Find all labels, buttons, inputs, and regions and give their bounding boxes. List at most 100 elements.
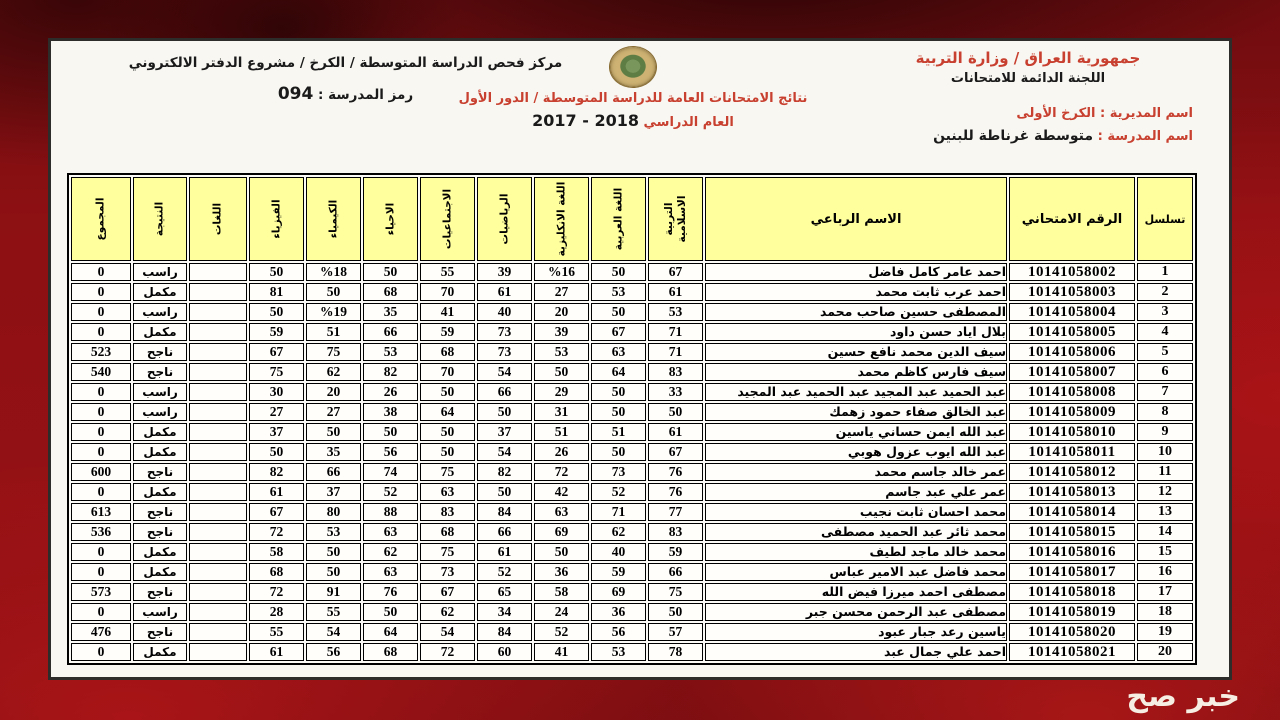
- cell-total: 0: [71, 563, 131, 581]
- cell-serial: 5: [1137, 343, 1193, 361]
- cell-serial: 8: [1137, 403, 1193, 421]
- cell-chemistry: 37: [306, 483, 361, 501]
- cell-result: مكمل: [133, 643, 187, 661]
- cell-social: 70: [420, 283, 475, 301]
- cell-exam_no: 10141058017: [1009, 563, 1135, 581]
- cell-arabic: 59: [591, 563, 646, 581]
- cell-exam_no: 10141058010: [1009, 423, 1135, 441]
- cell-math: 65: [477, 583, 532, 601]
- cell-biology: 50: [363, 423, 418, 441]
- cell-serial: 4: [1137, 323, 1193, 341]
- cell-result: مكمل: [133, 423, 187, 441]
- cell-name: عمر خالد جاسم محمد: [705, 463, 1007, 481]
- cell-math: 40: [477, 303, 532, 321]
- cell-serial: 13: [1137, 503, 1193, 521]
- cell-biology: 66: [363, 323, 418, 341]
- cell-islamic: 83: [648, 363, 703, 381]
- cell-arabic: 36: [591, 603, 646, 621]
- cell-chemistry: 50: [306, 283, 361, 301]
- cell-total: 476: [71, 623, 131, 641]
- col-header-languages: اللغات: [189, 177, 247, 261]
- cell-biology: 76: [363, 583, 418, 601]
- cell-math: 66: [477, 383, 532, 401]
- cell-result: مكمل: [133, 323, 187, 341]
- academic-year-line: العام الدراسي 2017 - 2018: [443, 111, 823, 130]
- cell-serial: 9: [1137, 423, 1193, 441]
- cell-english: 26: [534, 443, 589, 461]
- cell-biology: 53: [363, 343, 418, 361]
- cell-math: 54: [477, 363, 532, 381]
- cell-biology: 62: [363, 543, 418, 561]
- cell-english: 53: [534, 343, 589, 361]
- cell-exam_no: 10141058009: [1009, 403, 1135, 421]
- cell-physics: 81: [249, 283, 304, 301]
- cell-languages: [189, 343, 247, 361]
- table-row: 10 10141058011 عبد الله ايوب عزول هوبي 67 50…: [71, 443, 1193, 461]
- cell-english: 24: [534, 603, 589, 621]
- results-document: جمهورية العراق / وزارة التربية اللجنة ال…: [48, 38, 1232, 680]
- cell-physics: 37: [249, 423, 304, 441]
- col-header-serial: تسلسل: [1137, 177, 1193, 261]
- cell-english: 50: [534, 543, 589, 561]
- cell-exam_no: 10141058013: [1009, 483, 1135, 501]
- cell-english: 63: [534, 503, 589, 521]
- col-header-label: الكيمياء: [326, 199, 339, 239]
- cell-serial: 16: [1137, 563, 1193, 581]
- cell-english: 52: [534, 623, 589, 641]
- cell-languages: [189, 403, 247, 421]
- cell-arabic: 50: [591, 303, 646, 321]
- results-table: تسلسل الرقم الامتحاني الاسم الرباعي التربية…: [67, 173, 1197, 665]
- exam-center-line: مركز فحص الدراسة المتوسطة / الكرخ / مشرو…: [128, 55, 563, 71]
- table-row: 1 10141058002 احمد عامر كامل فاضل 67 50 %16 39…: [71, 263, 1193, 281]
- school-line: اسم المدرسة : متوسطة غرناطة للبنين: [863, 128, 1193, 144]
- cell-social: 55: [420, 263, 475, 281]
- cell-serial: 12: [1137, 483, 1193, 501]
- cell-serial: 10: [1137, 443, 1193, 461]
- cell-chemistry: 80: [306, 503, 361, 521]
- cell-languages: [189, 363, 247, 381]
- cell-islamic: 71: [648, 323, 703, 341]
- cell-arabic: 52: [591, 483, 646, 501]
- cell-chemistry: 55: [306, 603, 361, 621]
- cell-total: 0: [71, 303, 131, 321]
- cell-result: مكمل: [133, 283, 187, 301]
- cell-islamic: 78: [648, 643, 703, 661]
- cell-name: مصطفى عبد الرحمن محسن جبر: [705, 603, 1007, 621]
- cell-name: سيف فارس كاظم محمد: [705, 363, 1007, 381]
- cell-chemistry: 62: [306, 363, 361, 381]
- cell-math: 73: [477, 343, 532, 361]
- cell-serial: 18: [1137, 603, 1193, 621]
- table-row: 3 10141058004 المصطفى حسين صاحب محمد 53 50 20…: [71, 303, 1193, 321]
- cell-biology: 38: [363, 403, 418, 421]
- cell-languages: [189, 543, 247, 561]
- cell-social: 62: [420, 603, 475, 621]
- cell-math: 50: [477, 403, 532, 421]
- cell-islamic: 53: [648, 303, 703, 321]
- cell-physics: 27: [249, 403, 304, 421]
- cell-chemistry: 66: [306, 463, 361, 481]
- cell-islamic: 33: [648, 383, 703, 401]
- cell-serial: 14: [1137, 523, 1193, 541]
- cell-islamic: 83: [648, 523, 703, 541]
- cell-social: 63: [420, 483, 475, 501]
- cell-islamic: 67: [648, 443, 703, 461]
- cell-chemistry: %18: [306, 263, 361, 281]
- cell-physics: 72: [249, 583, 304, 601]
- cell-biology: 68: [363, 283, 418, 301]
- cell-exam_no: 10141058005: [1009, 323, 1135, 341]
- cell-math: 54: [477, 443, 532, 461]
- cell-exam_no: 10141058020: [1009, 623, 1135, 641]
- cell-math: 73: [477, 323, 532, 341]
- table-row: 18 10141058019 مصطفى عبد الرحمن محسن جبر 50…: [71, 603, 1193, 621]
- cell-social: 75: [420, 543, 475, 561]
- cell-name: عبد الله ايمن حساني ياسين: [705, 423, 1007, 441]
- cell-languages: [189, 323, 247, 341]
- school-code-line: رمز المدرسة : 094: [93, 84, 598, 104]
- cell-total: 0: [71, 543, 131, 561]
- cell-serial: 2: [1137, 283, 1193, 301]
- cell-arabic: 67: [591, 323, 646, 341]
- cell-languages: [189, 383, 247, 401]
- cell-social: 75: [420, 463, 475, 481]
- cell-english: 58: [534, 583, 589, 601]
- school-code-value: 094: [277, 84, 314, 104]
